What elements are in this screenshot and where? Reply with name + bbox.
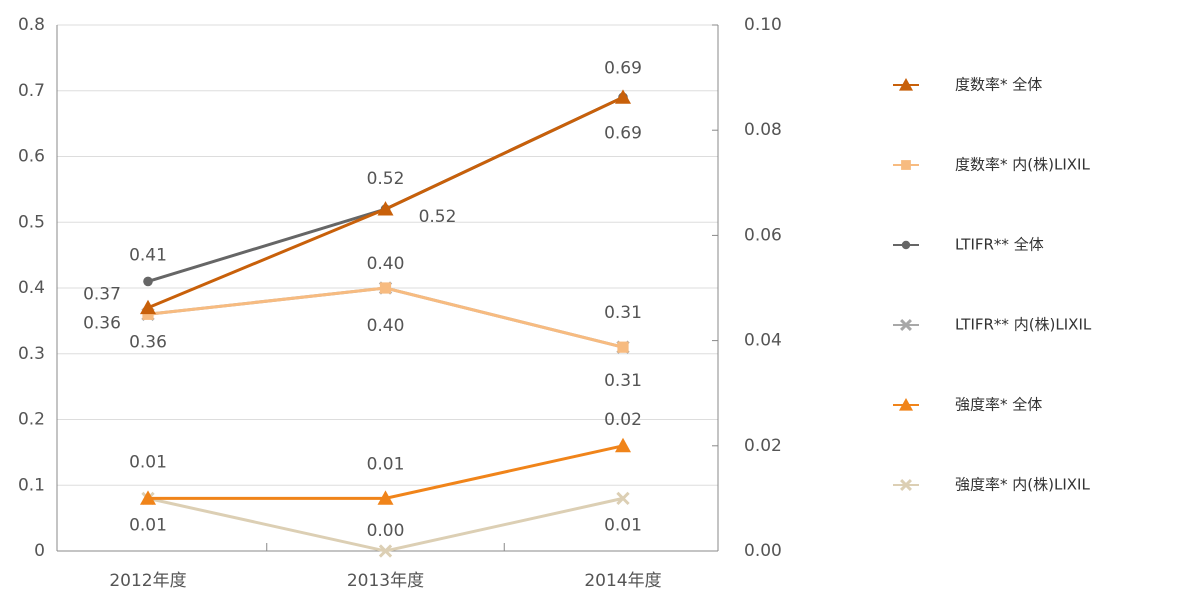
legend-label: 強度率* 全体 [955, 396, 1042, 414]
data-label: 0.01 [367, 454, 405, 474]
data-label: 0.52 [419, 207, 457, 227]
y-tick-label: 0.3 [18, 344, 45, 364]
y2-tick-label: 0.00 [744, 541, 782, 561]
legend-label: 度数率* 全体 [955, 76, 1042, 94]
data-label: 0.36 [129, 332, 167, 352]
legend-marker [901, 160, 911, 170]
data-label: 0.41 [129, 245, 167, 265]
data-point [615, 89, 631, 104]
legend-marker [900, 319, 912, 331]
data-label: 0.36 [83, 313, 121, 333]
legend-marker [899, 398, 913, 411]
data-point [378, 544, 393, 558]
data-label: 0.40 [367, 316, 405, 336]
data-point [615, 437, 631, 453]
data-label: 0.00 [367, 521, 405, 541]
data-point [377, 490, 394, 505]
y-tick-label: 0.6 [18, 147, 45, 167]
y-tick-label: 0.5 [18, 212, 45, 232]
y-tick-label: 0.2 [18, 410, 45, 430]
data-point [143, 276, 153, 287]
data-point [617, 341, 629, 353]
legend-marker [900, 479, 912, 491]
y-tick-label: 0.1 [18, 475, 45, 495]
y2-tick-label: 0.10 [744, 15, 782, 35]
legend-label: LTIFR** 内(株)LIXIL [955, 316, 1092, 334]
data-point [140, 490, 156, 505]
data-label: 0.01 [129, 515, 167, 535]
data-point [379, 282, 392, 294]
data-point [140, 299, 156, 315]
x-tick-label: 2014年度 [584, 571, 661, 591]
legend-label: 強度率* 内(株)LIXIL [955, 476, 1090, 494]
legend-label: LTIFR** 全体 [955, 236, 1044, 254]
legend-marker [901, 240, 911, 250]
data-label: 0.01 [129, 452, 167, 472]
x-tick-label: 2012年度 [109, 571, 186, 591]
data-point [377, 201, 394, 216]
data-label: 0.69 [604, 123, 642, 143]
data-label: 0.40 [367, 254, 405, 274]
y-tick-label: 0 [34, 541, 45, 561]
data-label: 0.31 [604, 371, 642, 391]
data-label: 0.37 [83, 285, 121, 305]
data-label: 0.69 [604, 58, 642, 78]
data-label: 0.01 [604, 515, 642, 535]
y-tick-label: 0.7 [18, 81, 45, 101]
legend-marker [899, 78, 913, 91]
data-label: 0.52 [367, 169, 405, 189]
legend-label: 度数率* 内(株)LIXIL [955, 156, 1090, 174]
y2-tick-label: 0.08 [744, 120, 782, 140]
data-point [616, 491, 630, 506]
data-label: 0.31 [604, 303, 642, 323]
y2-tick-label: 0.04 [744, 331, 782, 351]
y-tick-label: 0.4 [18, 278, 45, 298]
data-label: 0.02 [604, 410, 642, 430]
x-tick-label: 2013年度 [347, 571, 424, 591]
y-tick-label: 0.8 [18, 15, 45, 35]
y2-tick-label: 0.06 [744, 225, 782, 245]
y2-tick-label: 0.02 [744, 436, 782, 456]
